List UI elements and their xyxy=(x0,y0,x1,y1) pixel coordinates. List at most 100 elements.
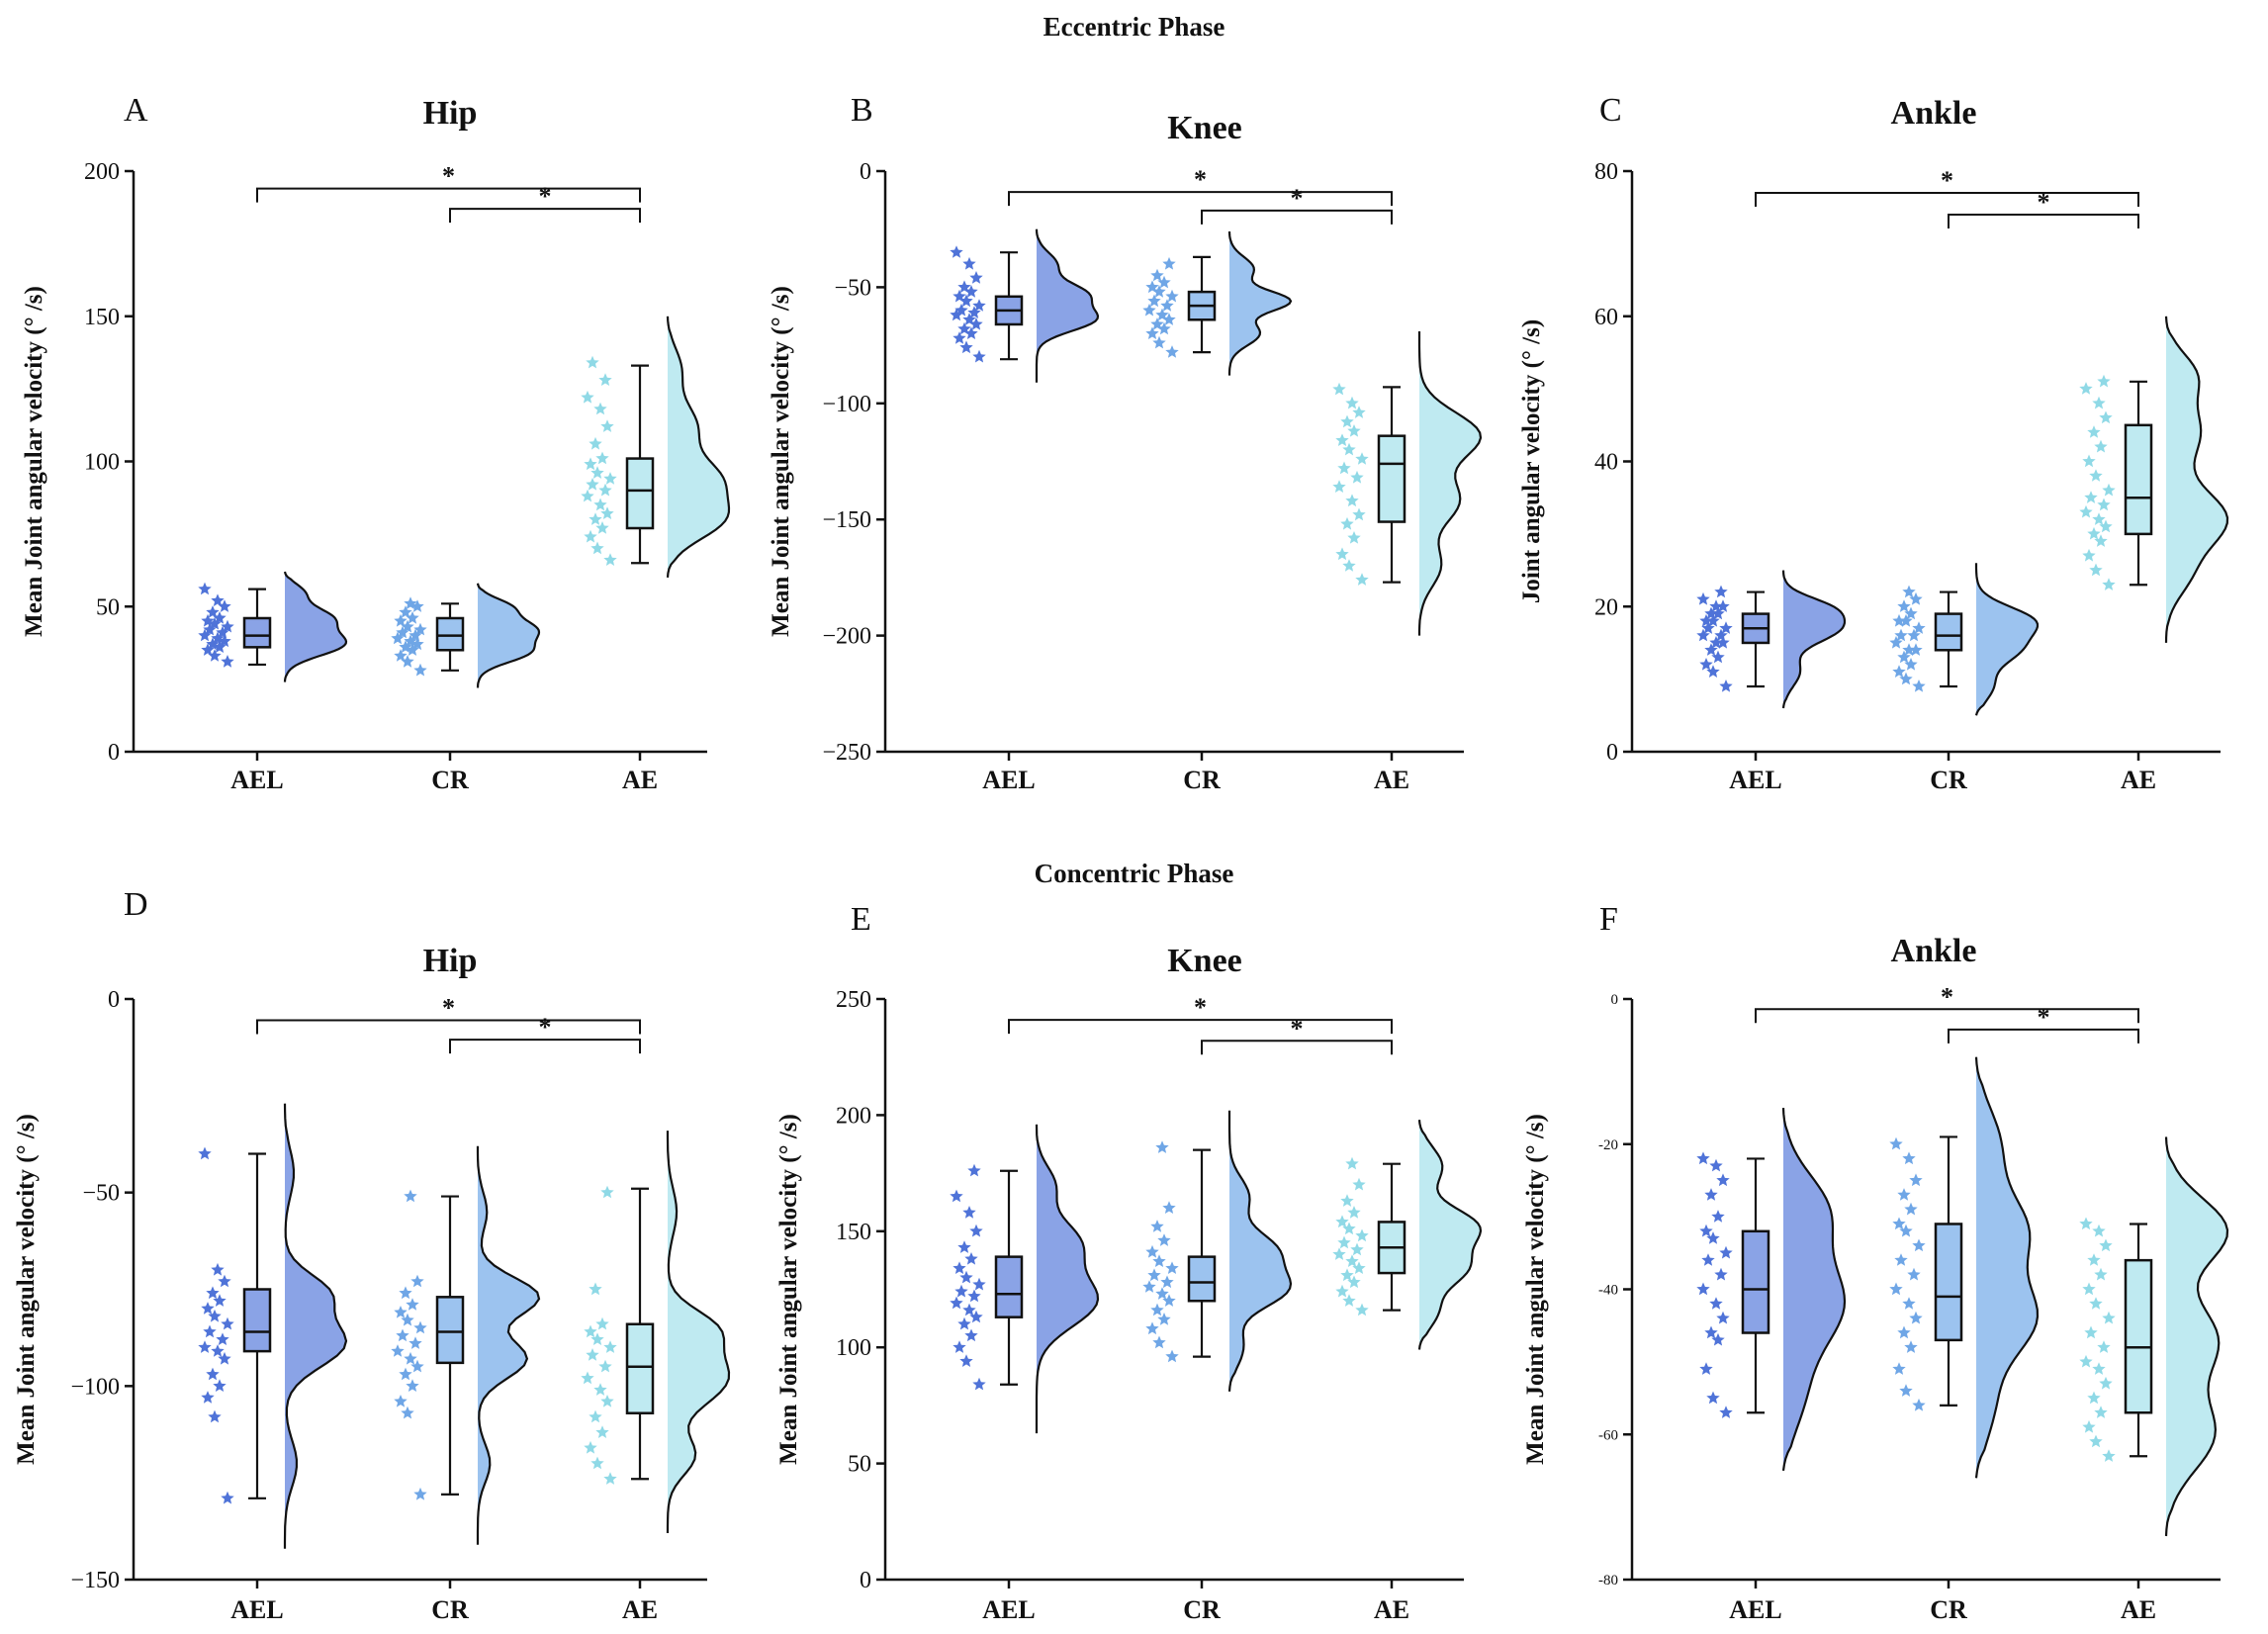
data-point-star xyxy=(208,1309,222,1322)
violin-cr xyxy=(1229,1110,1291,1392)
data-point-star xyxy=(1345,1254,1359,1267)
box-ael xyxy=(242,1288,272,1353)
data-point-star xyxy=(2092,1224,2106,1237)
violin-cr xyxy=(478,1145,539,1545)
data-point-star xyxy=(1706,613,1720,627)
panel-letter: D xyxy=(124,886,148,923)
data-point-star xyxy=(590,541,604,555)
data-point-star xyxy=(950,245,963,258)
data-point-star xyxy=(1892,1362,1906,1375)
data-point-star xyxy=(589,512,602,525)
data-point-star xyxy=(2099,519,2113,533)
data-point-star xyxy=(1160,299,1174,312)
data-point-star xyxy=(1142,1280,1156,1293)
data-point-star xyxy=(957,280,971,294)
data-point-star xyxy=(1904,1340,1918,1353)
data-point-star xyxy=(1909,1173,1923,1187)
panel-e: E Knee Mean Joint angular velocity (° /s) 0… xyxy=(775,901,1483,1624)
data-point-star xyxy=(198,1146,212,1160)
significance-star: * xyxy=(1941,982,1953,1011)
violin-outline xyxy=(1227,1110,1293,1392)
data-point-star xyxy=(1332,480,1346,493)
data-point-star xyxy=(1706,1231,1720,1244)
x-tick-label: AEL xyxy=(1729,766,1781,794)
y-tick-label: 60 xyxy=(1594,305,1618,330)
data-point-star xyxy=(1340,414,1354,428)
data-point-star xyxy=(1706,665,1720,678)
significance-star: * xyxy=(442,162,455,191)
violin-cr xyxy=(1976,1056,2038,1479)
data-point-star xyxy=(1355,573,1369,586)
data-point-star xyxy=(2102,1449,2116,1462)
data-point-star xyxy=(1892,665,1906,678)
violin-outline xyxy=(666,316,731,578)
y-tick-label: 20 xyxy=(1594,594,1618,620)
y-tick-label: 0 xyxy=(1606,740,1618,766)
data-point-star xyxy=(1889,1282,1903,1296)
data-point-star xyxy=(1345,396,1359,409)
data-point-star xyxy=(1155,1140,1169,1153)
data-point-star xyxy=(211,593,225,606)
data-point-star xyxy=(216,1332,229,1345)
data-point-star xyxy=(401,619,414,633)
violin-outline xyxy=(1974,1056,2040,1479)
x-tick-label: CR xyxy=(1930,1595,1967,1624)
data-point-star xyxy=(401,655,414,668)
panel-d: D Hip Mean Joint angular velocity (° /s) −1… xyxy=(13,886,731,1624)
box-cr xyxy=(1934,612,1963,652)
data-point-star xyxy=(593,402,607,415)
data-point-star xyxy=(603,1340,617,1353)
data-point-star xyxy=(208,649,222,662)
data-point-star xyxy=(584,529,597,543)
violin-ael xyxy=(285,1103,346,1549)
data-point-star xyxy=(1894,1253,1908,1266)
y-tick-label: -20 xyxy=(1598,1137,1618,1153)
data-point-star xyxy=(969,1224,983,1237)
data-point-star xyxy=(1709,635,1723,649)
significance-star: * xyxy=(1194,165,1207,194)
data-point-star xyxy=(1704,1325,1718,1339)
data-point-star xyxy=(593,498,607,511)
y-tick-label: 150 xyxy=(836,1220,871,1245)
y-tick-label: 0 xyxy=(108,987,120,1013)
data-point-star xyxy=(404,1189,417,1203)
y-tick-label: −50 xyxy=(82,1181,120,1207)
data-point-star xyxy=(1152,335,1166,349)
data-point-star xyxy=(404,1351,417,1365)
data-point-star xyxy=(394,649,408,662)
x-tick-label: AEL xyxy=(1729,1595,1781,1624)
data-point-star xyxy=(206,1367,220,1381)
data-point-star xyxy=(1332,1247,1346,1260)
data-point-star xyxy=(1337,1235,1351,1249)
data-point-star xyxy=(950,1189,963,1203)
data-point-star xyxy=(1352,406,1366,418)
x-tick-label: CR xyxy=(431,766,469,794)
significance-star: * xyxy=(1941,166,1953,195)
data-point-star xyxy=(1716,1311,1730,1324)
data-point-star xyxy=(2094,439,2108,453)
y-tick-label: 100 xyxy=(84,450,120,476)
data-point-star xyxy=(964,1328,978,1342)
data-point-star xyxy=(399,1367,412,1381)
data-point-star xyxy=(2084,491,2098,503)
data-point-star xyxy=(1897,1325,1911,1339)
box-cr xyxy=(435,1296,465,1365)
data-point-star xyxy=(410,599,424,612)
data-point-star xyxy=(972,349,986,363)
data-point-star xyxy=(218,1274,231,1288)
box-cr xyxy=(1934,1223,1963,1342)
data-point-star xyxy=(1897,599,1911,612)
data-point-star xyxy=(2102,1311,2116,1324)
data-point-star xyxy=(1892,1217,1906,1230)
data-point-star xyxy=(1904,606,1918,620)
data-point-star xyxy=(964,1252,978,1265)
x-tick-label: AE xyxy=(622,1595,658,1624)
data-point-star xyxy=(1907,628,1921,642)
data-point-star xyxy=(218,634,231,648)
data-point-star xyxy=(2092,396,2106,409)
panel-title: Ankle xyxy=(1891,95,1977,132)
data-point-star xyxy=(1347,424,1361,437)
data-point-star xyxy=(964,326,978,339)
data-point-star xyxy=(1340,516,1354,530)
box-ae xyxy=(2124,1258,2153,1414)
